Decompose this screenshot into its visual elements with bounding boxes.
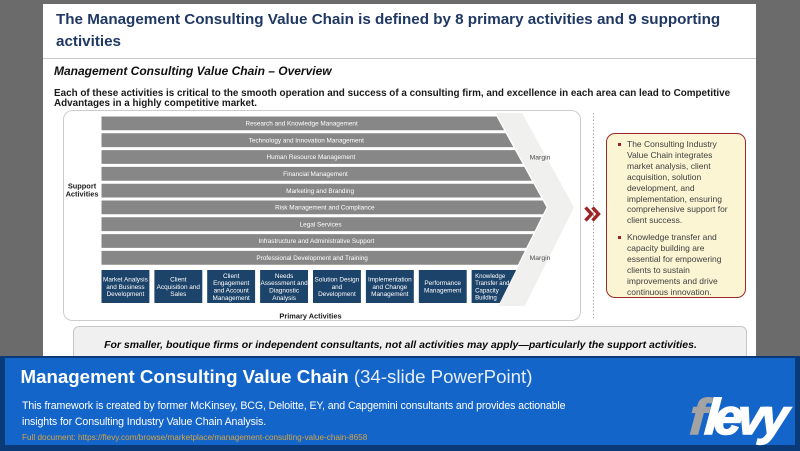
svg-text:Capacity: Capacity <box>475 287 500 294</box>
svg-text:Human Resource Management: Human Resource Management <box>266 154 355 161</box>
svg-text:and Business: and Business <box>106 284 144 291</box>
svg-text:and Change: and Change <box>372 284 407 291</box>
svg-text:Financial Management: Financial Management <box>283 171 348 178</box>
svg-text:Management: Management <box>371 291 409 298</box>
svg-text:Infrastructure and Administrat: Infrastructure and Administrative Suppor… <box>258 238 374 245</box>
svg-text:Management: Management <box>424 288 462 295</box>
svg-text:and Account: and Account <box>214 288 249 295</box>
svg-text:Margin: Margin <box>530 154 551 161</box>
svg-text:Support: Support <box>68 182 97 191</box>
svg-text:Management: Management <box>213 295 251 302</box>
svg-text:Needs: Needs <box>275 273 293 280</box>
svg-text:Performance: Performance <box>424 280 461 287</box>
svg-text:Acquisition and: Acquisition and <box>157 284 201 291</box>
svg-text:Assessment and: Assessment and <box>260 280 308 287</box>
svg-text:Diagnostic: Diagnostic <box>269 288 300 295</box>
svg-text:Building: Building <box>475 295 497 302</box>
svg-text:Development: Development <box>107 291 145 298</box>
svg-text:Client: Client <box>170 277 187 284</box>
svg-text:Technology and Innovation Mana: Technology and Innovation Management <box>249 137 364 144</box>
svg-text:Margin: Margin <box>530 255 551 262</box>
svg-text:Activities: Activities <box>66 190 99 199</box>
svg-text:Risk Management and Compliance: Risk Management and Compliance <box>275 205 375 212</box>
svg-text:Transfer and: Transfer and <box>475 280 509 287</box>
svg-text:Implementation: Implementation <box>368 277 412 284</box>
svg-text:Research and Knowledge Managem: Research and Knowledge Management <box>245 121 357 128</box>
svg-text:Development: Development <box>318 291 356 298</box>
svg-text:Analysis: Analysis <box>272 295 296 302</box>
svg-text:Legal Services: Legal Services <box>300 221 342 228</box>
svg-text:and: and <box>332 284 343 291</box>
svg-text:Knowledge: Knowledge <box>475 273 506 280</box>
svg-text:Professional Development and T: Professional Development and Training <box>256 255 368 262</box>
svg-text:Solution Design: Solution Design <box>315 277 360 284</box>
svg-text:Primary Activities: Primary Activities <box>279 312 341 321</box>
svg-text:Marketing and Branding: Marketing and Branding <box>286 188 354 195</box>
svg-text:Client: Client <box>223 273 240 280</box>
svg-text:Market Analysis: Market Analysis <box>103 277 148 284</box>
svg-text:Engagement: Engagement <box>213 280 249 287</box>
svg-text:Sales: Sales <box>170 291 186 298</box>
